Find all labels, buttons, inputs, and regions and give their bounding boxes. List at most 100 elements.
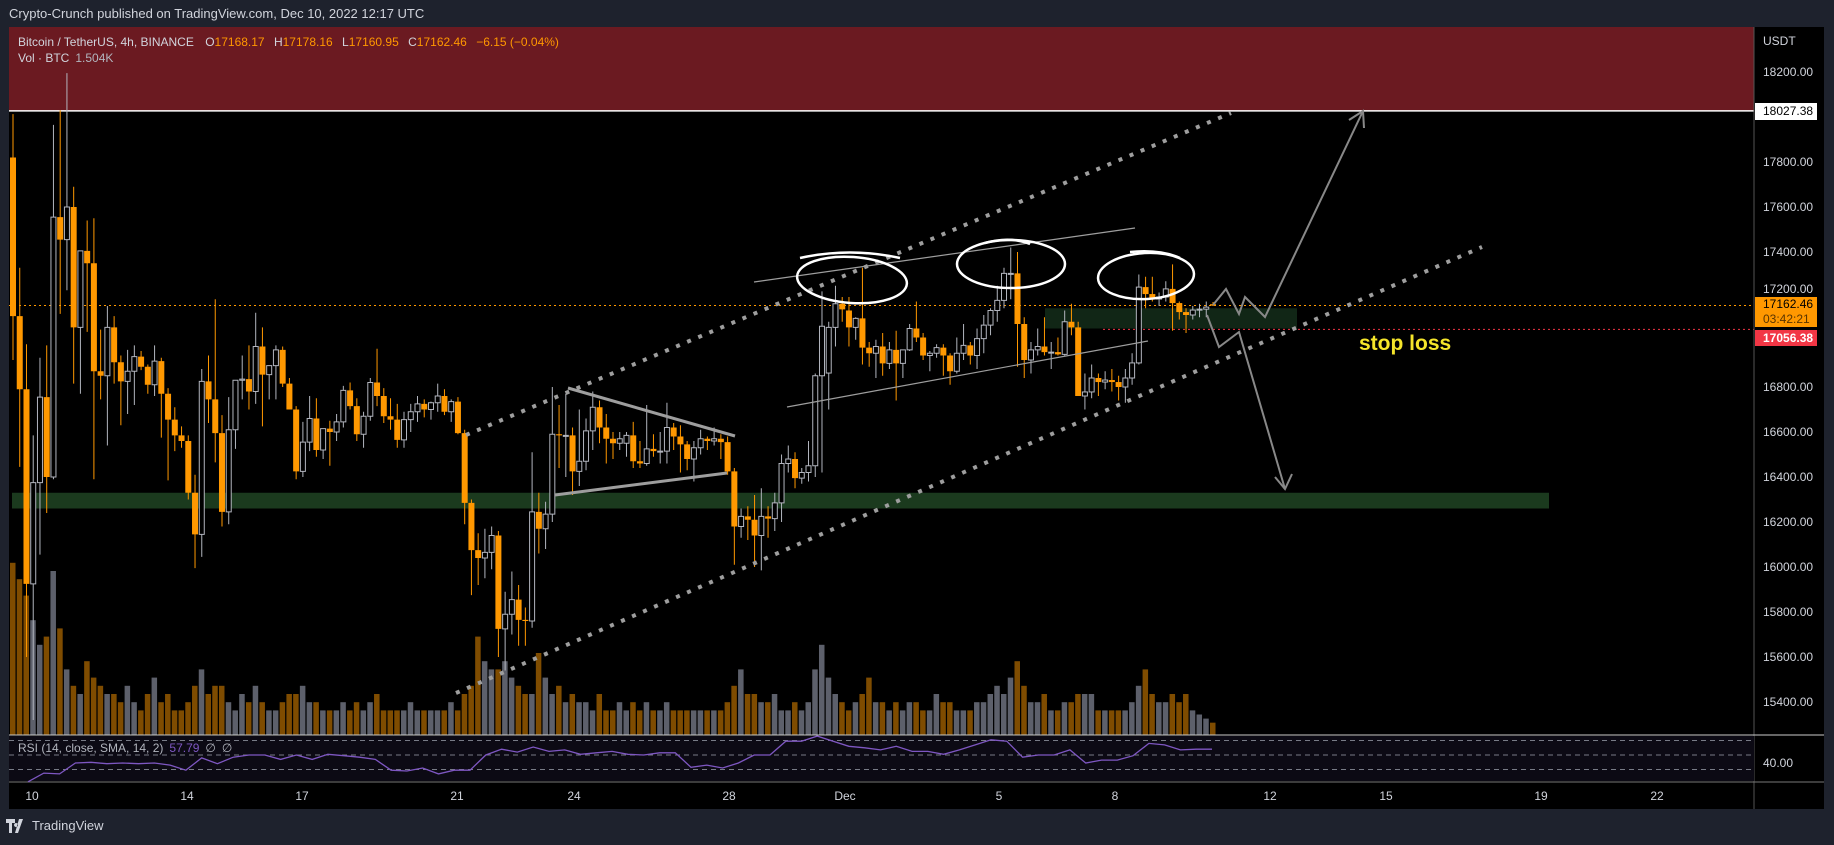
candle[interactable] bbox=[1189, 306, 1196, 320]
candle[interactable] bbox=[1007, 247, 1014, 300]
chart-container[interactable]: Bitcoin / TetherUS, 4h, BINANCE O17168.1… bbox=[9, 27, 1824, 809]
rsi-title[interactable]: RSI (14, close, SMA, 14, 2) bbox=[18, 741, 164, 755]
candle[interactable] bbox=[1135, 274, 1142, 365]
candle[interactable] bbox=[576, 409, 583, 487]
candle[interactable] bbox=[259, 327, 266, 427]
candle[interactable] bbox=[192, 474, 199, 569]
candle[interactable] bbox=[872, 339, 879, 378]
candle[interactable] bbox=[347, 382, 354, 410]
top-circle-2[interactable] bbox=[955, 238, 1067, 290]
candle[interactable] bbox=[670, 423, 677, 450]
candle[interactable] bbox=[926, 351, 933, 372]
candle[interactable] bbox=[1075, 321, 1082, 396]
candle[interactable] bbox=[185, 435, 192, 500]
candle[interactable] bbox=[1014, 252, 1021, 367]
candle[interactable] bbox=[475, 533, 482, 585]
candle[interactable] bbox=[940, 344, 947, 376]
candle[interactable] bbox=[1142, 276, 1149, 309]
triangle-lower-line[interactable] bbox=[554, 471, 728, 497]
candle[interactable] bbox=[502, 591, 509, 671]
candle[interactable] bbox=[205, 355, 212, 424]
candle[interactable] bbox=[104, 306, 111, 446]
symbol-name[interactable]: Bitcoin / TetherUS, 4h, BINANCE bbox=[18, 35, 194, 49]
candle[interactable] bbox=[353, 398, 360, 441]
candle[interactable] bbox=[562, 393, 569, 477]
candle[interactable] bbox=[792, 452, 799, 489]
triangle-upper-line[interactable] bbox=[567, 386, 736, 438]
volume-label[interactable]: Vol · BTC bbox=[18, 51, 70, 65]
candle[interactable] bbox=[138, 351, 145, 371]
candle[interactable] bbox=[198, 369, 205, 557]
candle[interactable] bbox=[1102, 371, 1109, 390]
candle[interactable] bbox=[340, 385, 347, 428]
candle[interactable] bbox=[320, 428, 327, 459]
candle[interactable] bbox=[461, 429, 468, 525]
candle[interactable] bbox=[778, 454, 785, 523]
candle[interactable] bbox=[798, 468, 805, 484]
candle[interactable] bbox=[697, 429, 704, 455]
candle[interactable] bbox=[380, 388, 387, 423]
candle[interactable] bbox=[535, 492, 542, 554]
candle[interactable] bbox=[1034, 328, 1041, 356]
candle[interactable] bbox=[771, 492, 778, 531]
candle[interactable] bbox=[1095, 373, 1102, 397]
candle[interactable] bbox=[899, 349, 906, 378]
candle[interactable] bbox=[286, 378, 293, 410]
candle[interactable] bbox=[326, 420, 333, 466]
wedge-upper-line[interactable] bbox=[753, 227, 1136, 283]
candle[interactable] bbox=[279, 346, 286, 388]
candle[interactable] bbox=[16, 267, 23, 467]
candle[interactable] bbox=[1027, 342, 1034, 374]
candle[interactable] bbox=[225, 397, 232, 525]
candle[interactable] bbox=[245, 345, 252, 410]
candle[interactable] bbox=[1156, 292, 1163, 307]
candle[interactable] bbox=[333, 414, 340, 441]
candle[interactable] bbox=[731, 468, 738, 565]
candle[interactable] bbox=[1068, 303, 1075, 336]
candle[interactable] bbox=[529, 452, 536, 628]
price-chart[interactable] bbox=[9, 27, 1824, 809]
candle[interactable] bbox=[70, 186, 77, 384]
candle[interactable] bbox=[63, 73, 70, 291]
candle[interactable] bbox=[367, 378, 374, 421]
candle[interactable] bbox=[374, 348, 381, 407]
candle[interactable] bbox=[738, 508, 745, 538]
candle[interactable] bbox=[90, 218, 97, 480]
candle[interactable] bbox=[549, 387, 556, 522]
candle[interactable] bbox=[239, 355, 246, 400]
candle[interactable] bbox=[23, 344, 30, 657]
candle[interactable] bbox=[360, 411, 367, 448]
candle[interactable] bbox=[758, 488, 765, 571]
candle[interactable] bbox=[30, 435, 37, 720]
candle[interactable] bbox=[960, 324, 967, 360]
candle[interactable] bbox=[77, 250, 84, 394]
candle[interactable] bbox=[1048, 342, 1055, 369]
candle[interactable] bbox=[57, 110, 64, 314]
candle[interactable] bbox=[299, 421, 306, 477]
candle[interactable] bbox=[1115, 375, 1122, 401]
candle[interactable] bbox=[43, 345, 50, 513]
candle[interactable] bbox=[1176, 301, 1183, 320]
candle[interactable] bbox=[387, 398, 394, 430]
candle[interactable] bbox=[252, 312, 259, 404]
candle[interactable] bbox=[232, 379, 239, 449]
candle[interactable] bbox=[434, 383, 441, 412]
candle[interactable] bbox=[1129, 353, 1136, 385]
candle[interactable] bbox=[481, 528, 488, 579]
candle[interactable] bbox=[272, 345, 279, 400]
candle[interactable] bbox=[542, 501, 549, 549]
candle[interactable] bbox=[1162, 281, 1169, 302]
candle[interactable] bbox=[306, 396, 313, 452]
candle[interactable] bbox=[1108, 369, 1115, 392]
candle[interactable] bbox=[1183, 308, 1190, 333]
candle[interactable] bbox=[596, 400, 603, 444]
candle[interactable] bbox=[97, 329, 104, 400]
resistance-zone[interactable] bbox=[9, 27, 1754, 111]
candle[interactable] bbox=[886, 342, 893, 369]
candle[interactable] bbox=[953, 337, 960, 374]
candle[interactable] bbox=[1203, 301, 1210, 318]
candle[interactable] bbox=[266, 365, 273, 400]
candle[interactable] bbox=[636, 441, 643, 468]
candle[interactable] bbox=[441, 389, 448, 416]
candle[interactable] bbox=[657, 432, 664, 464]
